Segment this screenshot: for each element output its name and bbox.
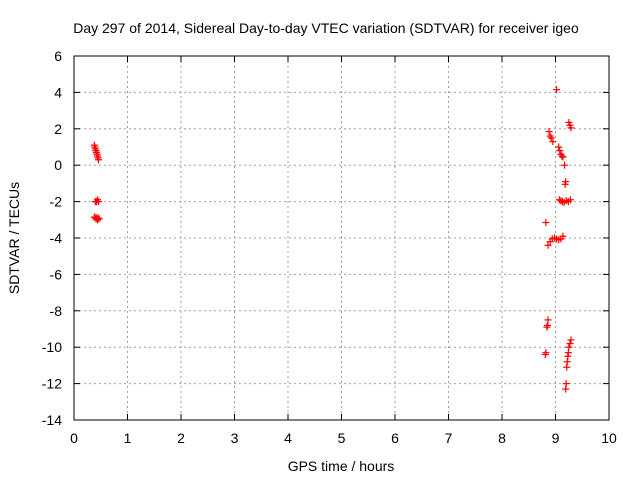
y-tick-label: 4 bbox=[54, 84, 62, 100]
x-tick-label: 2 bbox=[177, 430, 185, 446]
x-tick-label: 9 bbox=[552, 430, 560, 446]
data-point bbox=[95, 198, 103, 206]
x-tick-label: 8 bbox=[498, 430, 506, 446]
data-point bbox=[549, 138, 557, 146]
data-point bbox=[545, 128, 553, 136]
data-point bbox=[559, 232, 567, 240]
data-point bbox=[559, 153, 567, 161]
data-point bbox=[556, 147, 564, 155]
x-tick-label: 1 bbox=[124, 430, 132, 446]
chart-title: Day 297 of 2014, Sidereal Day-to-day VTE… bbox=[73, 20, 579, 36]
y-tick-label: -10 bbox=[42, 339, 62, 355]
y-tick-label: 6 bbox=[54, 48, 62, 64]
x-tick-label: 4 bbox=[284, 430, 292, 446]
y-tick-label: -6 bbox=[50, 266, 63, 282]
data-point bbox=[95, 215, 103, 223]
data-point bbox=[94, 216, 102, 224]
data-point bbox=[555, 143, 563, 151]
x-tick-label: 3 bbox=[231, 430, 239, 446]
y-tick-label: -14 bbox=[42, 412, 62, 428]
data-point bbox=[562, 385, 570, 393]
y-axis-title: SDTVAR / TECUs bbox=[6, 182, 22, 294]
y-tick-label: 0 bbox=[54, 157, 62, 173]
x-axis-title: GPS time / hours bbox=[288, 458, 395, 474]
y-tick-label: -4 bbox=[50, 230, 63, 246]
y-tick-label: -12 bbox=[42, 376, 62, 392]
x-tick-labels: 0 1 2 3 4 5 6 7 8 9 10 bbox=[70, 430, 617, 446]
y-tick-labels: -14 -12 -10 -8 -6 -4 -2 0 2 4 6 bbox=[42, 48, 62, 428]
data-point bbox=[567, 336, 575, 344]
y-tick-label: 2 bbox=[54, 121, 62, 137]
data-point bbox=[558, 152, 566, 160]
x-tick-label: 5 bbox=[338, 430, 346, 446]
data-point bbox=[558, 198, 566, 206]
y-tick-label: -8 bbox=[50, 303, 63, 319]
data-point bbox=[566, 196, 574, 204]
data-point bbox=[544, 241, 552, 249]
ticks-layer bbox=[73, 55, 610, 421]
x-tick-label: 0 bbox=[70, 430, 78, 446]
data-point bbox=[561, 161, 569, 169]
data-point bbox=[95, 156, 103, 164]
data-point bbox=[553, 86, 561, 94]
data-point bbox=[565, 343, 573, 351]
grid-layer bbox=[74, 56, 609, 420]
data-point bbox=[561, 180, 569, 188]
x-tick-label: 7 bbox=[445, 430, 453, 446]
data-point bbox=[567, 124, 575, 132]
data-point bbox=[541, 350, 549, 358]
x-tick-label: 6 bbox=[391, 430, 399, 446]
plot-frame bbox=[73, 55, 610, 421]
data-point bbox=[547, 134, 555, 142]
points-layer bbox=[90, 86, 575, 393]
data-point bbox=[543, 323, 551, 331]
data-point bbox=[566, 340, 574, 348]
x-tick-label: 10 bbox=[601, 430, 617, 446]
y-tick-label: -2 bbox=[50, 194, 63, 210]
data-point bbox=[542, 219, 550, 227]
